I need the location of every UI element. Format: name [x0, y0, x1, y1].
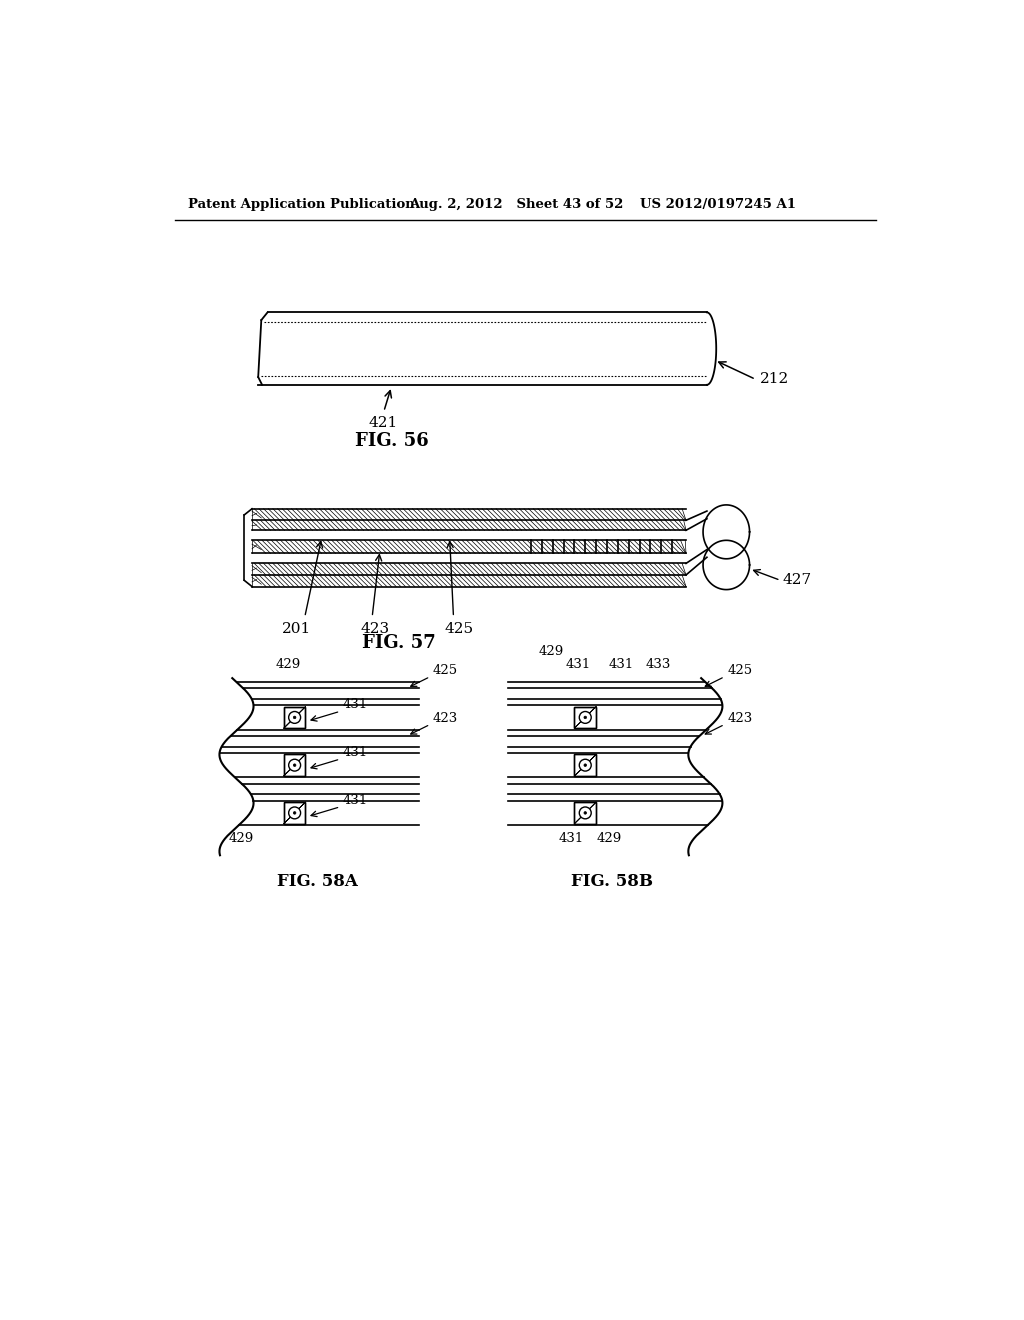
- Text: 425: 425: [727, 664, 753, 677]
- Circle shape: [584, 717, 587, 718]
- Text: 425: 425: [432, 664, 458, 677]
- Text: 431: 431: [566, 659, 591, 671]
- Text: 427: 427: [783, 573, 812, 587]
- Text: Patent Application Publication: Patent Application Publication: [188, 198, 415, 211]
- Bar: [574, 803, 596, 824]
- Text: 212: 212: [760, 372, 788, 387]
- Text: 431: 431: [608, 659, 634, 671]
- Text: FIG. 58B: FIG. 58B: [571, 873, 653, 890]
- Bar: [284, 803, 305, 824]
- Circle shape: [293, 764, 296, 767]
- Bar: [574, 755, 596, 776]
- Text: 433: 433: [646, 659, 671, 671]
- Text: 431: 431: [343, 793, 368, 807]
- Bar: [574, 706, 596, 729]
- Text: FIG. 58A: FIG. 58A: [278, 873, 358, 890]
- Text: 429: 429: [539, 645, 564, 659]
- Bar: [284, 706, 305, 729]
- Circle shape: [580, 711, 591, 723]
- Circle shape: [584, 812, 587, 814]
- Text: 423: 423: [432, 711, 458, 725]
- Circle shape: [289, 711, 301, 723]
- Text: 423: 423: [727, 711, 753, 725]
- Circle shape: [289, 807, 301, 818]
- Bar: [284, 755, 305, 776]
- Text: 425: 425: [444, 622, 473, 636]
- Text: FIG. 57: FIG. 57: [362, 634, 436, 652]
- Bar: [284, 706, 305, 729]
- Text: FIG. 56: FIG. 56: [354, 433, 428, 450]
- Bar: [574, 755, 596, 776]
- Bar: [574, 706, 596, 729]
- Text: 431: 431: [343, 698, 368, 711]
- Text: 429: 429: [275, 659, 300, 671]
- Circle shape: [584, 764, 587, 767]
- Text: 429: 429: [228, 832, 254, 845]
- Text: Aug. 2, 2012   Sheet 43 of 52: Aug. 2, 2012 Sheet 43 of 52: [410, 198, 624, 211]
- Text: 201: 201: [282, 622, 310, 636]
- Bar: [574, 803, 596, 824]
- Text: 421: 421: [369, 416, 397, 430]
- Bar: [284, 755, 305, 776]
- Circle shape: [293, 812, 296, 814]
- Text: 431: 431: [343, 746, 368, 759]
- Text: 431: 431: [558, 832, 584, 845]
- Circle shape: [289, 759, 301, 771]
- Circle shape: [293, 717, 296, 718]
- Circle shape: [580, 759, 591, 771]
- Text: 429: 429: [597, 832, 623, 845]
- Text: US 2012/0197245 A1: US 2012/0197245 A1: [640, 198, 796, 211]
- Bar: [284, 803, 305, 824]
- Text: 423: 423: [360, 622, 389, 636]
- Circle shape: [580, 807, 591, 818]
